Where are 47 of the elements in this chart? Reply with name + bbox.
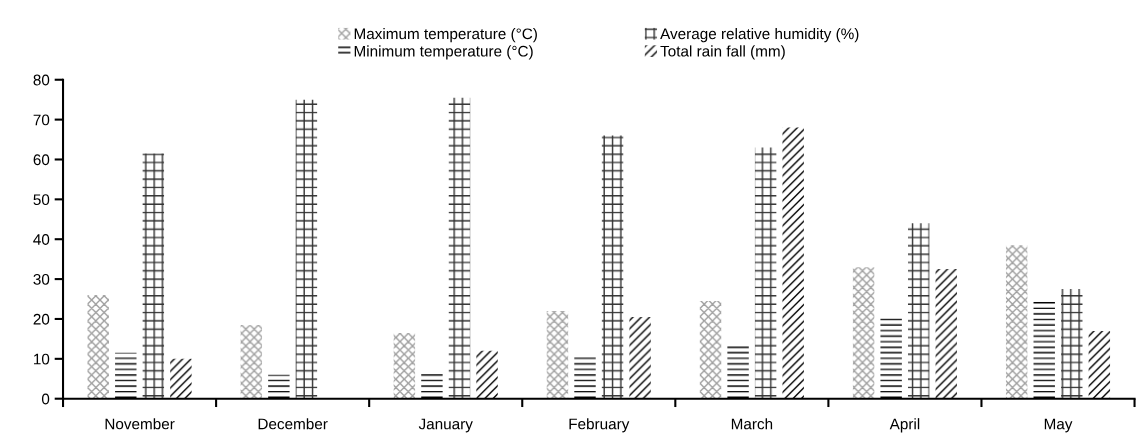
y-tick-label: 60 — [33, 154, 50, 166]
y-tick-label: 20 — [33, 313, 50, 325]
x-tick-label: December — [258, 418, 328, 430]
legend-label: Average relative humidity (%) — [660, 27, 859, 43]
bar — [393, 332, 416, 399]
y-tick-label: 40 — [33, 234, 50, 245]
bar — [852, 267, 875, 399]
x-tick-label: February — [569, 418, 630, 433]
y-tick-label: 30 — [33, 273, 50, 285]
bar — [87, 295, 109, 399]
legend-label: Minimum temperature (°C) — [354, 45, 533, 60]
bar — [476, 350, 498, 399]
x-tick-label: April — [889, 418, 920, 433]
bar — [268, 374, 290, 399]
bar — [295, 99, 318, 399]
y-tick-label: 70 — [33, 114, 50, 126]
x-tick-label: January — [418, 418, 473, 433]
bar — [421, 372, 443, 399]
bar — [601, 135, 624, 399]
bar — [115, 352, 137, 399]
bar — [907, 223, 930, 399]
bar — [727, 344, 749, 399]
x-tick-label: March — [731, 418, 773, 430]
bar — [1088, 330, 1111, 399]
bar — [699, 301, 722, 399]
bar — [629, 316, 651, 399]
x-tick-label: May — [1044, 418, 1073, 433]
bar — [170, 358, 192, 399]
y-tick-label: 0 — [41, 393, 50, 405]
bar — [546, 310, 569, 399]
bar — [880, 316, 902, 399]
bar — [754, 147, 777, 399]
bar — [1005, 245, 1028, 399]
x-tick-label: November — [105, 418, 175, 430]
legend-label: Maximum temperature (°C) — [354, 27, 537, 43]
bar — [240, 324, 263, 399]
bar — [142, 153, 165, 399]
bar — [1033, 299, 1055, 399]
bar — [935, 269, 957, 399]
bar — [1061, 289, 1083, 399]
y-tick-label: 50 — [33, 194, 50, 206]
legend-label: Total rain fall (mm) — [660, 45, 785, 60]
bar — [574, 354, 596, 399]
y-tick-label: 80 — [33, 74, 50, 86]
y-tick-label: 10 — [34, 353, 50, 365]
bar — [448, 97, 471, 399]
bar — [782, 127, 804, 399]
